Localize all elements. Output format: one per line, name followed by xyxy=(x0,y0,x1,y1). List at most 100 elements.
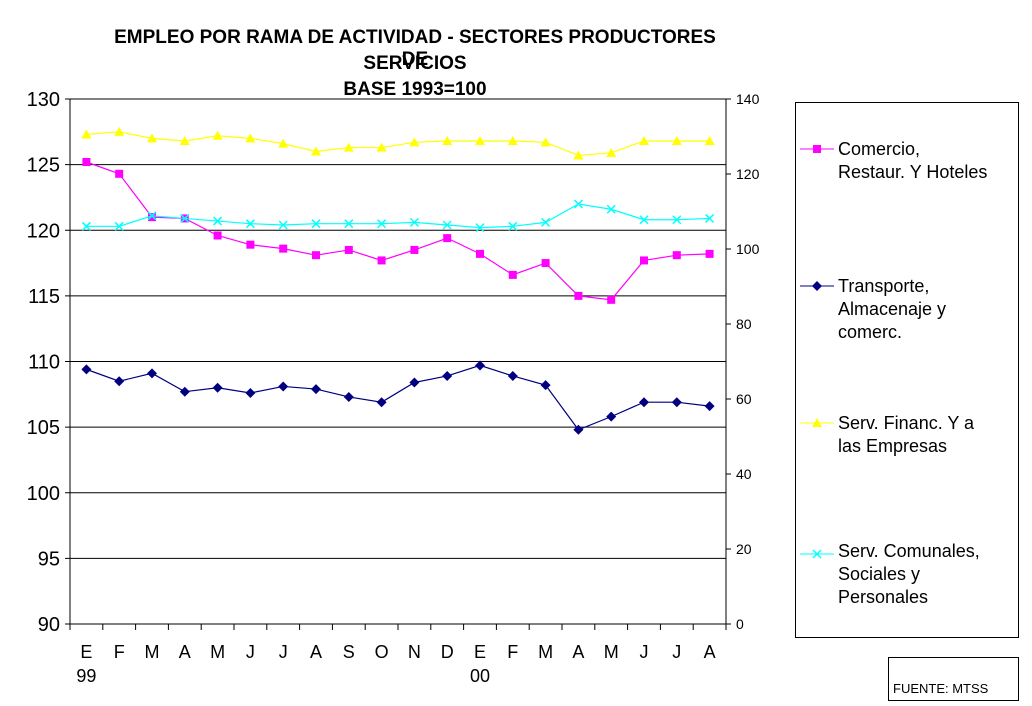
data-point-s3 xyxy=(311,219,321,229)
data-point-s3 xyxy=(245,219,255,229)
legend-marker-x-icon xyxy=(800,549,834,559)
data-point-s2 xyxy=(606,147,617,157)
data-point-s3 xyxy=(409,217,419,227)
data-point-s3 xyxy=(377,219,387,229)
data-point-s2 xyxy=(573,150,584,160)
data-point-s3-stroke xyxy=(606,204,616,214)
data-point-s0 xyxy=(82,158,91,166)
data-point-s1 xyxy=(147,368,157,379)
data-point-s1 xyxy=(114,376,125,387)
legend-item-financ: Serv. Financ. Y a las Empresas xyxy=(796,407,1020,497)
data-point-s3 xyxy=(639,215,649,225)
data-point-s3-stroke xyxy=(409,217,419,227)
data-point-s2 xyxy=(409,137,420,147)
data-point-s2 xyxy=(442,136,453,145)
data-point-s2 xyxy=(245,133,256,143)
data-point-s1 xyxy=(409,377,420,388)
data-point-s3-stroke xyxy=(180,213,190,223)
data-point-s2 xyxy=(212,130,223,140)
data-point-s1 xyxy=(278,381,289,392)
x-tick-label: S xyxy=(343,642,355,662)
data-point-s3 xyxy=(114,221,124,231)
data-point-s1 xyxy=(81,364,92,375)
chart-title-line-2: SERVICIOS xyxy=(363,53,467,74)
x-year-label: 99 xyxy=(76,666,96,686)
data-point-s0 xyxy=(410,245,419,254)
gridlines xyxy=(70,98,726,559)
x-tick-label: M xyxy=(538,642,553,662)
source-box: FUENTE: MTSS xyxy=(888,657,1019,701)
x-tick-label: A xyxy=(179,642,191,662)
x-tick-label: M xyxy=(145,642,160,662)
legend-label-line: comerc. xyxy=(838,322,903,342)
data-point-s2 xyxy=(540,137,551,147)
data-point-s0 xyxy=(377,256,386,265)
legend-label-line: Restaur. Y Hoteles xyxy=(838,162,988,182)
x-tick-label: D xyxy=(441,642,454,662)
data-point-s0 xyxy=(443,234,452,243)
source-label: FUENTE: MTSS xyxy=(893,681,989,696)
legend-label-line: Sociales y xyxy=(838,564,921,584)
data-point-s3-stroke xyxy=(114,221,124,231)
series-line-0 xyxy=(86,161,710,301)
x-tick-label: E xyxy=(474,642,486,662)
data-point-s2 xyxy=(81,129,92,139)
legend-label-line: Serv. Financ. Y a xyxy=(838,413,975,433)
series-line-3 xyxy=(86,203,710,229)
data-point-s3-stroke xyxy=(541,217,551,227)
data-point-s3-stroke xyxy=(278,220,288,230)
x-tick-label: A xyxy=(704,642,716,662)
legend-label-line: Almacenaje y xyxy=(838,299,947,319)
data-point-s3-stroke xyxy=(245,219,255,229)
data-point-s0 xyxy=(279,244,288,253)
y-left-tick-label: 95 xyxy=(38,548,60,570)
data-point-s2 xyxy=(507,136,518,145)
data-point-s2 xyxy=(114,126,125,136)
data-point-s3-stroke xyxy=(508,221,518,231)
data-point-s2 xyxy=(343,142,354,152)
data-point-s0 xyxy=(213,231,222,240)
x-tick-label: M xyxy=(604,642,619,662)
legend-item-comunales: Serv. Comunales, Sociales y Personales xyxy=(796,541,1020,635)
y-left-tick-label: 115 xyxy=(28,286,60,308)
data-point-s2 xyxy=(179,136,190,145)
data-point-s0 xyxy=(541,259,550,268)
data-point-s0 xyxy=(508,270,517,279)
series-group xyxy=(81,126,715,435)
data-point-s0 xyxy=(344,245,353,254)
data-point-s3-stroke xyxy=(377,219,387,229)
data-point-s3 xyxy=(573,199,583,209)
data-point-s1 xyxy=(507,370,518,381)
data-point-s3 xyxy=(541,217,551,227)
legend-label-line: Transporte, xyxy=(838,276,930,296)
data-point-s2 xyxy=(475,136,485,145)
data-point-s1 xyxy=(475,360,485,371)
data-point-s3-stroke xyxy=(475,223,485,233)
x-tick-label: N xyxy=(408,642,421,662)
data-point-s3 xyxy=(344,219,354,229)
chart-title-line-1: EMPLEO POR RAMA DE ACTIVIDAD - SECTORES … xyxy=(114,27,716,70)
x-tick-label: J xyxy=(672,642,681,662)
x-tick-label: O xyxy=(375,642,389,662)
data-point-s1 xyxy=(442,370,453,381)
data-point-s2 xyxy=(639,136,649,145)
legend-label-line: Personales xyxy=(838,587,929,607)
y-left-tick-label: 90 xyxy=(38,614,60,636)
data-point-s1 xyxy=(311,384,321,395)
data-point-s3-stroke xyxy=(705,213,715,223)
y-right-tick-label: 80 xyxy=(736,316,752,332)
x-tick-label: J xyxy=(640,642,649,662)
x-tick-label: A xyxy=(310,642,322,662)
data-point-s3 xyxy=(213,216,223,226)
legend-label-line: Comercio, xyxy=(838,139,921,159)
data-point-s0 xyxy=(705,249,714,258)
data-point-s1 xyxy=(212,382,223,393)
y-right-tick-label: 140 xyxy=(736,91,760,107)
data-point-s1 xyxy=(540,380,551,391)
data-point-s0 xyxy=(115,169,124,178)
legend-marker-diamond-icon xyxy=(800,281,834,291)
data-point-s0 xyxy=(476,249,484,258)
data-point-s1 xyxy=(606,411,617,422)
data-point-s0 xyxy=(246,240,255,249)
x-tick-label: E xyxy=(80,642,92,662)
